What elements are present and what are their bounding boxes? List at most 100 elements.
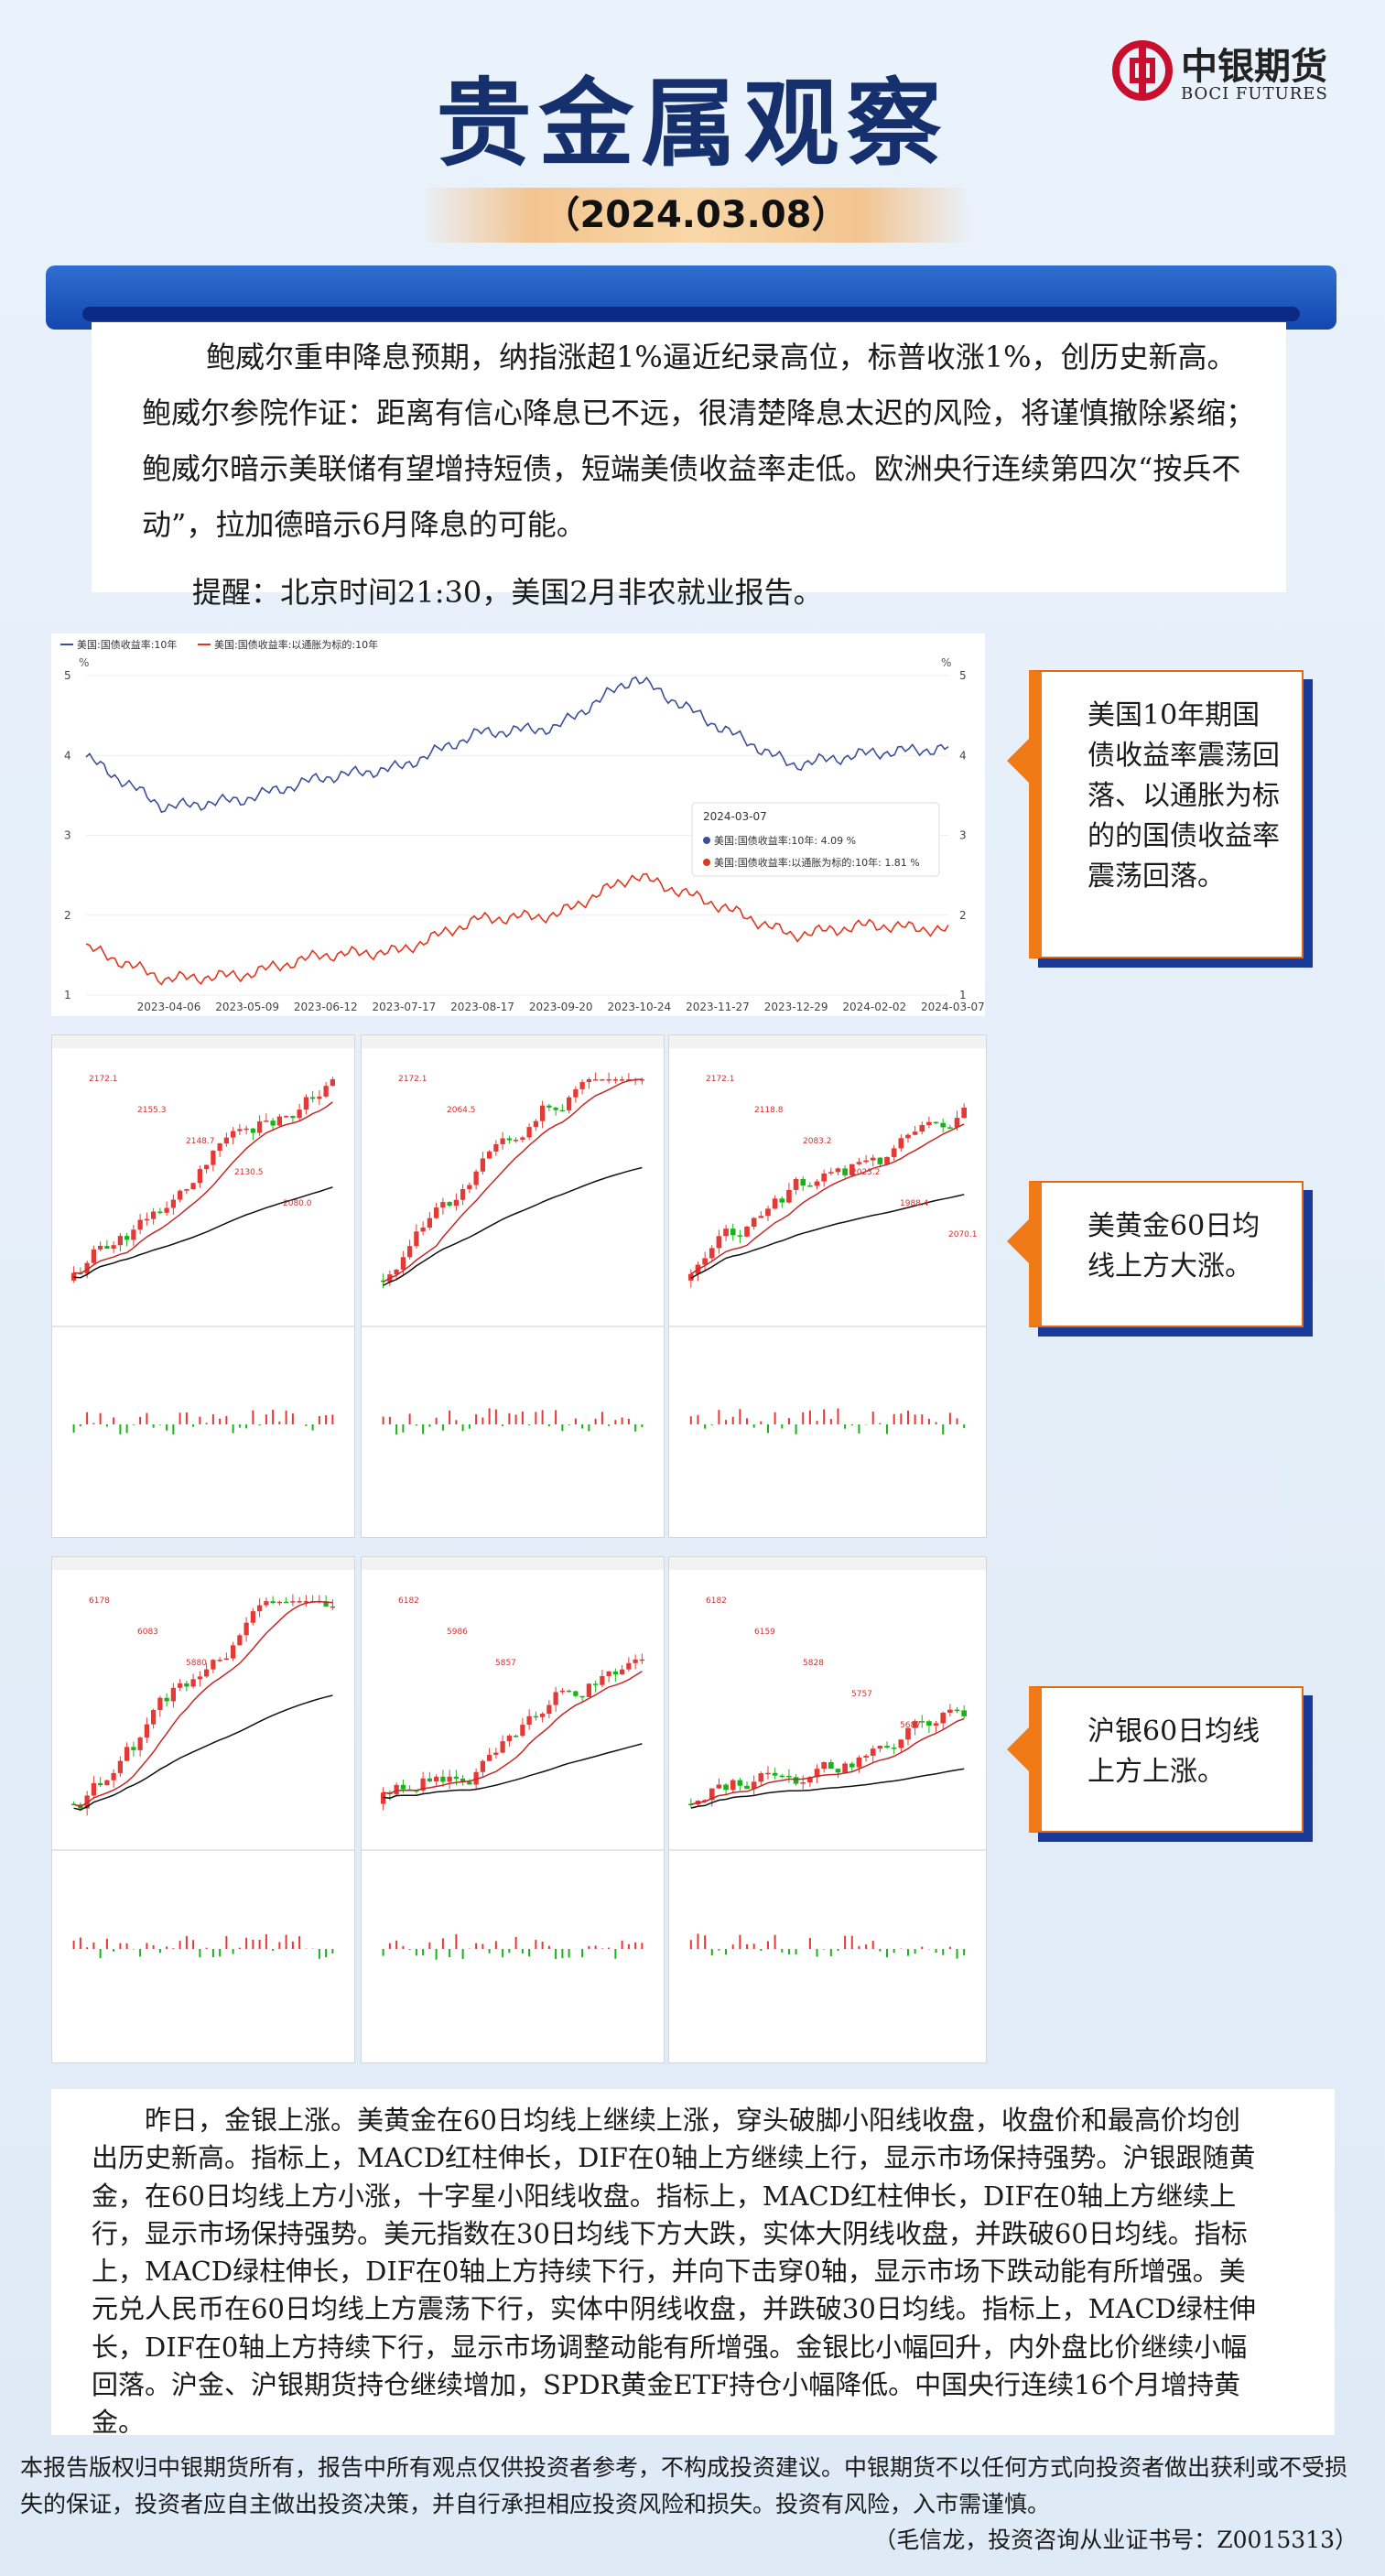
y-tick-right: 1 (959, 989, 967, 1001)
y-tick-right: 3 (959, 829, 967, 842)
candle-body (600, 1676, 605, 1685)
ma-line (73, 1101, 333, 1274)
candle-body (612, 1079, 618, 1081)
candle-body (765, 1772, 771, 1775)
candle-body (912, 1131, 918, 1135)
candle-body (231, 1645, 236, 1659)
candle-body (217, 1143, 222, 1151)
candle-body (170, 1199, 176, 1208)
price-label: 2083.2 (803, 1137, 832, 1146)
candle-body (487, 1754, 492, 1761)
candle-body (737, 1780, 743, 1786)
candle-body (546, 1105, 552, 1108)
note-silver-text: 沪银60日均线上方上涨。 (1087, 1716, 1261, 1788)
candle-body (751, 1781, 757, 1790)
candle-body (98, 1245, 103, 1250)
ma-line (690, 1717, 965, 1805)
candle-body (487, 1151, 492, 1159)
report-date: （2024.03.08） (421, 188, 970, 243)
gold-panel-2: 2172.1 2064.5 (361, 1034, 665, 1538)
candle-body (231, 1131, 236, 1138)
candle-body (257, 1605, 263, 1612)
candle-body (758, 1773, 764, 1782)
candle-body (250, 1128, 255, 1133)
boci-logo-icon (1112, 40, 1173, 101)
candle-body (586, 1079, 591, 1083)
candle-body (257, 1121, 263, 1133)
candle-body (744, 1227, 750, 1237)
candle-body (440, 1202, 446, 1208)
candle-body (157, 1211, 163, 1214)
candle-body (709, 1248, 715, 1259)
candle-body (178, 1683, 183, 1688)
candle-body (400, 1257, 406, 1270)
candle-body (223, 1137, 229, 1144)
candle-body (111, 1772, 116, 1780)
y-tick-left: 1 (64, 989, 71, 1001)
candle-body (702, 1258, 708, 1265)
silver-chart-hourly: 6182 5986 5857 (362, 1557, 664, 1960)
intro-panel (92, 322, 1286, 592)
candle-body (898, 1138, 904, 1149)
tooltip-row: 美国:国债收益率:10年: 4.09 % (714, 834, 856, 847)
candle-body (184, 1683, 189, 1687)
candle-body (124, 1747, 130, 1761)
candle-body (526, 1716, 532, 1726)
candle-body (730, 1780, 736, 1791)
candle-body (828, 1172, 834, 1174)
tooltip-date: 2024-03-07 (703, 810, 767, 823)
ma60-line (383, 1743, 643, 1800)
candle-body (579, 1695, 585, 1698)
panel-toolbar (669, 1035, 986, 1048)
note2-pointer (1007, 1218, 1031, 1265)
candle-body (447, 1202, 452, 1207)
candle-body (178, 1190, 183, 1200)
candle-body (217, 1660, 222, 1661)
candle-body (164, 1697, 169, 1702)
candle-body (533, 1120, 538, 1128)
candle-body (394, 1784, 399, 1795)
candle-body (131, 1229, 136, 1240)
candle-body (723, 1228, 729, 1237)
candle-body (98, 1782, 103, 1786)
candle-body (434, 1776, 439, 1782)
candle-body (211, 1660, 216, 1670)
series-line (85, 872, 949, 986)
candle-body (104, 1245, 110, 1250)
x-tick: 2023-11-27 (686, 1001, 750, 1013)
price-label: 5986 (447, 1628, 468, 1637)
candle-body (786, 1189, 792, 1203)
candle-body (303, 1601, 308, 1603)
candle-body (863, 1755, 869, 1758)
candle-body (606, 1079, 611, 1081)
candle-body (284, 1116, 289, 1118)
logo-name: 中银期货 (1181, 46, 1327, 88)
candle-body (891, 1748, 897, 1749)
price-label: 6083 (137, 1628, 158, 1637)
candle-body (330, 1606, 335, 1608)
candle-body (758, 1216, 764, 1218)
candle-body (540, 1105, 546, 1121)
candle-body (793, 1777, 799, 1784)
candle-body (947, 1127, 953, 1129)
candle-body (807, 1185, 813, 1187)
candle-body (407, 1246, 413, 1258)
candle-body (842, 1168, 848, 1175)
candle-body (926, 1121, 932, 1126)
note1-pointer (1007, 737, 1031, 785)
disclaimer: 本报告版权归中银期货所有，报告中所有观点仅供投资者参考，不构成投资建议。中银期货… (20, 2454, 1348, 2517)
candle-body (940, 1712, 947, 1724)
candle-body (330, 1079, 335, 1087)
ma60-line (73, 1694, 333, 1811)
candle-body (688, 1803, 694, 1805)
panel-toolbar (362, 1557, 664, 1570)
candle-body (540, 1714, 546, 1717)
candle-body (117, 1236, 123, 1246)
price-label: 5757 (851, 1690, 872, 1699)
ma-line (383, 1078, 643, 1283)
panel-toolbar (52, 1035, 354, 1048)
silver-panel-3: 6182 6159 5828 5757 5687 (668, 1556, 987, 2063)
candle-body (533, 1716, 538, 1718)
candle-body (520, 1137, 525, 1141)
price-label: 2130.5 (234, 1168, 264, 1177)
